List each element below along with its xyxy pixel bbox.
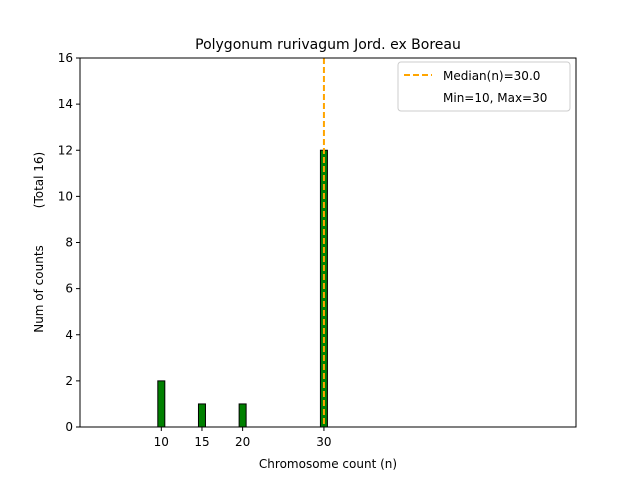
y-tick-label: 4 xyxy=(65,328,73,342)
y-axis-total-label: (Total 16) xyxy=(32,152,46,208)
y-tick-label: 16 xyxy=(58,51,73,65)
legend-minmax-label: Min=10, Max=30 xyxy=(443,91,547,105)
x-tick-label: 15 xyxy=(194,435,209,449)
legend-box xyxy=(397,61,571,112)
legend: Median(n)=30.0 Min=10, Max=30 xyxy=(397,61,571,112)
chart-title: Polygonum rurivagum Jord. ex Boreau xyxy=(195,37,461,53)
axes-frame xyxy=(79,57,577,428)
y-tick-label: 12 xyxy=(58,143,73,157)
x-axis-label: Chromosome count (n) xyxy=(259,457,397,471)
y-tick-label: 6 xyxy=(65,282,73,296)
y-axis: 0 2 4 6 8 10 12 14 16 xyxy=(58,51,80,434)
plot-area xyxy=(80,58,357,428)
x-tick-label: 20 xyxy=(235,435,250,449)
y-tick-label: 10 xyxy=(58,189,73,203)
x-tick-label: 10 xyxy=(154,435,169,449)
y-axis-label: Num of counts xyxy=(32,245,46,333)
y-tick-label: 2 xyxy=(65,374,73,388)
bar-20 xyxy=(238,403,247,428)
y-tick-label: 0 xyxy=(65,420,73,434)
bar-10 xyxy=(157,380,166,428)
legend-median-label: Median(n)=30.0 xyxy=(443,69,540,83)
bar-15 xyxy=(197,403,206,428)
y-tick-label: 8 xyxy=(65,236,73,250)
x-axis: 10 15 20 30 xyxy=(154,427,332,449)
x-tick-label: 30 xyxy=(316,435,331,449)
y-tick-label: 14 xyxy=(58,97,73,111)
